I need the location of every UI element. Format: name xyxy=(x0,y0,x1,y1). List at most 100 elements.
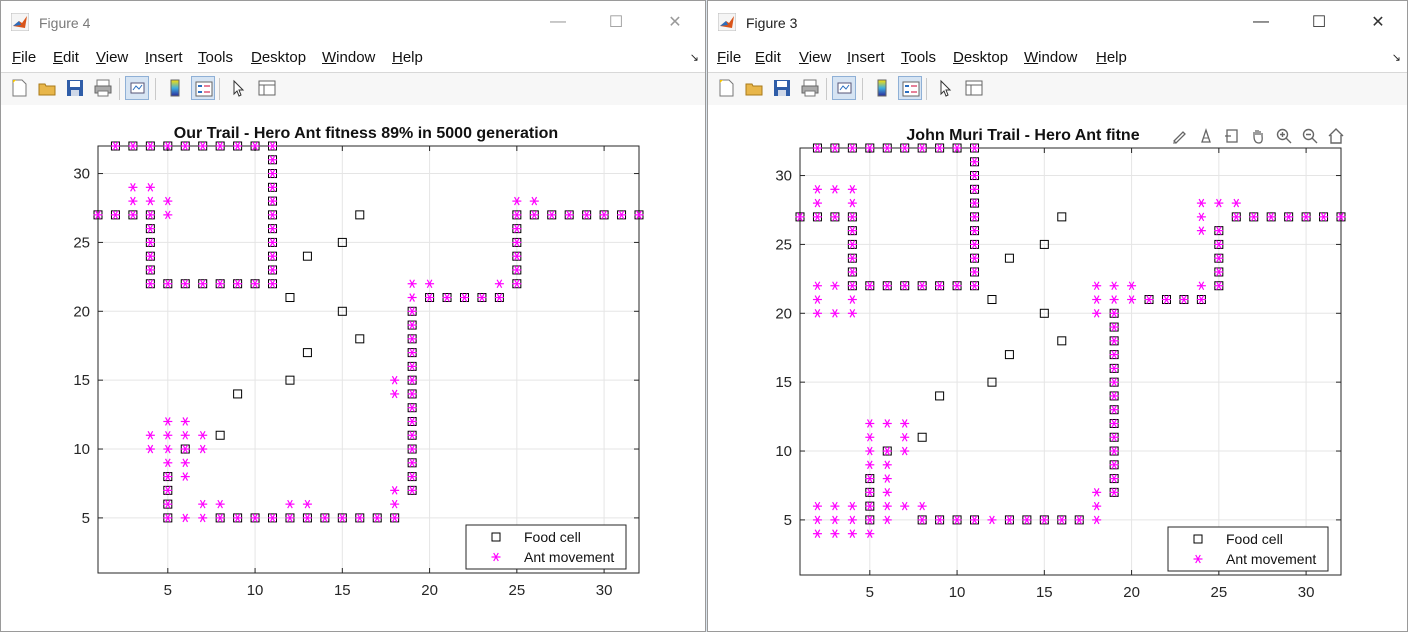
ant-movement-marker xyxy=(865,460,875,470)
save-icon[interactable] xyxy=(63,76,87,100)
menu-help[interactable]: Help xyxy=(392,49,423,66)
y-tick-label: 15 xyxy=(73,372,90,389)
open-file-icon[interactable] xyxy=(35,76,59,100)
menu-help[interactable]: Help xyxy=(1096,49,1127,66)
legend-icon[interactable] xyxy=(191,76,215,100)
legend-icon[interactable] xyxy=(898,76,922,100)
ant-movement-marker xyxy=(93,210,103,220)
link-plot-icon[interactable] xyxy=(832,76,856,100)
menu-desktop[interactable]: Desktop xyxy=(953,49,1009,66)
zoom-out-icon[interactable] xyxy=(1298,125,1322,147)
food-cell-marker xyxy=(1004,350,1014,360)
menu-insert[interactable]: Insert xyxy=(847,49,885,66)
figure-window[interactable]: Figure 4 — ☐ ✕ File Edit View Insert Too… xyxy=(0,0,706,632)
menu-file[interactable]: File xyxy=(12,49,37,66)
ant-movement-marker xyxy=(882,460,892,470)
new-figure-icon[interactable] xyxy=(7,76,31,100)
plot-axes[interactable]: 5 10 15 20 25 30 5 10 15 20 25 30 John Muri Trail - … xyxy=(708,105,1407,631)
menu-view[interactable]: View xyxy=(799,49,832,66)
ant-movement-marker xyxy=(634,210,644,220)
menu-tools[interactable]: Tools xyxy=(901,49,937,66)
matlab-logo-icon xyxy=(718,13,736,31)
ant-movement-marker xyxy=(145,210,155,220)
ant-movement-marker xyxy=(198,430,208,440)
menu-edit[interactable]: Edit xyxy=(755,49,781,66)
ant-movement-marker xyxy=(830,529,840,538)
link-plot-icon[interactable] xyxy=(125,76,149,100)
y-tick-label: 20 xyxy=(73,303,90,320)
food-cell-marker xyxy=(987,295,997,305)
axes-box xyxy=(799,147,1342,576)
maximize-button[interactable]: ☐ xyxy=(608,14,624,31)
menu-file[interactable]: File xyxy=(717,49,742,66)
ant-movement-marker xyxy=(1109,377,1119,387)
save-icon[interactable] xyxy=(770,76,794,100)
plot-axes[interactable]: 5 10 15 20 25 30 5 10 15 20 25 30 Our Trail - Hero A… xyxy=(1,105,705,631)
menu-window[interactable]: Window xyxy=(1024,49,1078,66)
ant-movement-marker xyxy=(268,196,278,206)
figure-window[interactable]: Figure 3 — ☐ ✕ File Edit View Insert Too… xyxy=(707,0,1408,632)
brush-icon[interactable] xyxy=(1168,125,1192,147)
menu-desktop[interactable]: Desktop xyxy=(251,49,307,66)
home-icon[interactable] xyxy=(1324,125,1348,147)
ant-movement-marker xyxy=(847,501,857,511)
ant-movement-marker xyxy=(882,281,892,291)
data-tips-icon[interactable] xyxy=(1194,125,1218,147)
ant-movement-marker xyxy=(320,513,330,523)
print-icon[interactable] xyxy=(798,76,822,100)
title-bar[interactable]: Figure 4 — ☐ ✕ xyxy=(1,1,705,43)
pan-icon[interactable] xyxy=(1246,125,1270,147)
dock-arrow-icon[interactable]: ↘ xyxy=(689,52,699,64)
food-cell-marker xyxy=(302,251,312,261)
ant-movement-marker xyxy=(812,198,822,208)
print-icon[interactable] xyxy=(91,76,115,100)
minimize-button[interactable]: — xyxy=(1253,13,1269,30)
ant-movement-marker xyxy=(198,279,208,289)
ant-movement-marker xyxy=(830,185,840,194)
axes-box xyxy=(97,145,640,574)
dock-arrow-icon[interactable]: ↘ xyxy=(1391,52,1401,64)
ant-movement-marker xyxy=(970,253,980,263)
ant-movement-marker xyxy=(865,281,875,291)
ant-movement-marker xyxy=(847,240,857,249)
open-file-icon[interactable] xyxy=(742,76,766,100)
property-inspector-icon[interactable] xyxy=(962,76,986,100)
ant-movement-marker xyxy=(302,513,312,523)
menu-insert[interactable]: Insert xyxy=(145,49,183,66)
zoom-in-icon[interactable] xyxy=(1272,125,1296,147)
menu-window[interactable]: Window xyxy=(322,49,376,66)
menu-tools[interactable]: Tools xyxy=(198,49,234,66)
ant-movement-marker xyxy=(1161,295,1171,304)
maximize-button[interactable]: ☐ xyxy=(1311,14,1327,31)
property-inspector-icon[interactable] xyxy=(255,76,279,100)
minimize-button[interactable]: — xyxy=(550,13,566,30)
ant-movement-marker xyxy=(1214,226,1224,235)
close-button[interactable]: ✕ xyxy=(668,14,682,31)
new-figure-icon[interactable] xyxy=(714,76,738,100)
ant-movement-marker xyxy=(970,515,980,525)
ant-movement-marker xyxy=(970,226,980,235)
legend-label: Ant movement xyxy=(524,549,614,565)
ant-movement-marker xyxy=(407,320,417,330)
ant-movement-marker xyxy=(882,474,892,483)
ant-movement-marker xyxy=(1092,515,1102,525)
edit-plot-icon[interactable] xyxy=(227,76,251,100)
edit-plot-icon[interactable] xyxy=(934,76,958,100)
ant-movement-marker xyxy=(145,430,155,440)
menu-view[interactable]: View xyxy=(96,49,129,66)
ant-movement-marker xyxy=(935,143,945,153)
colorbar-icon[interactable] xyxy=(163,76,187,100)
food-cell-marker xyxy=(285,293,295,303)
menu-edit[interactable]: Edit xyxy=(53,49,79,66)
title-bar[interactable]: Figure 3 — ☐ ✕ xyxy=(708,1,1407,43)
ant-movement-marker xyxy=(1109,391,1119,401)
restore-view-icon[interactable] xyxy=(1220,125,1244,147)
colorbar-icon[interactable] xyxy=(870,76,894,100)
ant-movement-marker xyxy=(1214,267,1224,277)
close-button[interactable]: ✕ xyxy=(1371,14,1385,31)
ant-movement-marker xyxy=(268,224,278,233)
ant-movement-marker xyxy=(268,141,278,151)
x-tick-label: 25 xyxy=(508,582,525,599)
ant-movement-marker xyxy=(215,279,225,289)
ant-movement-marker xyxy=(1109,446,1119,456)
